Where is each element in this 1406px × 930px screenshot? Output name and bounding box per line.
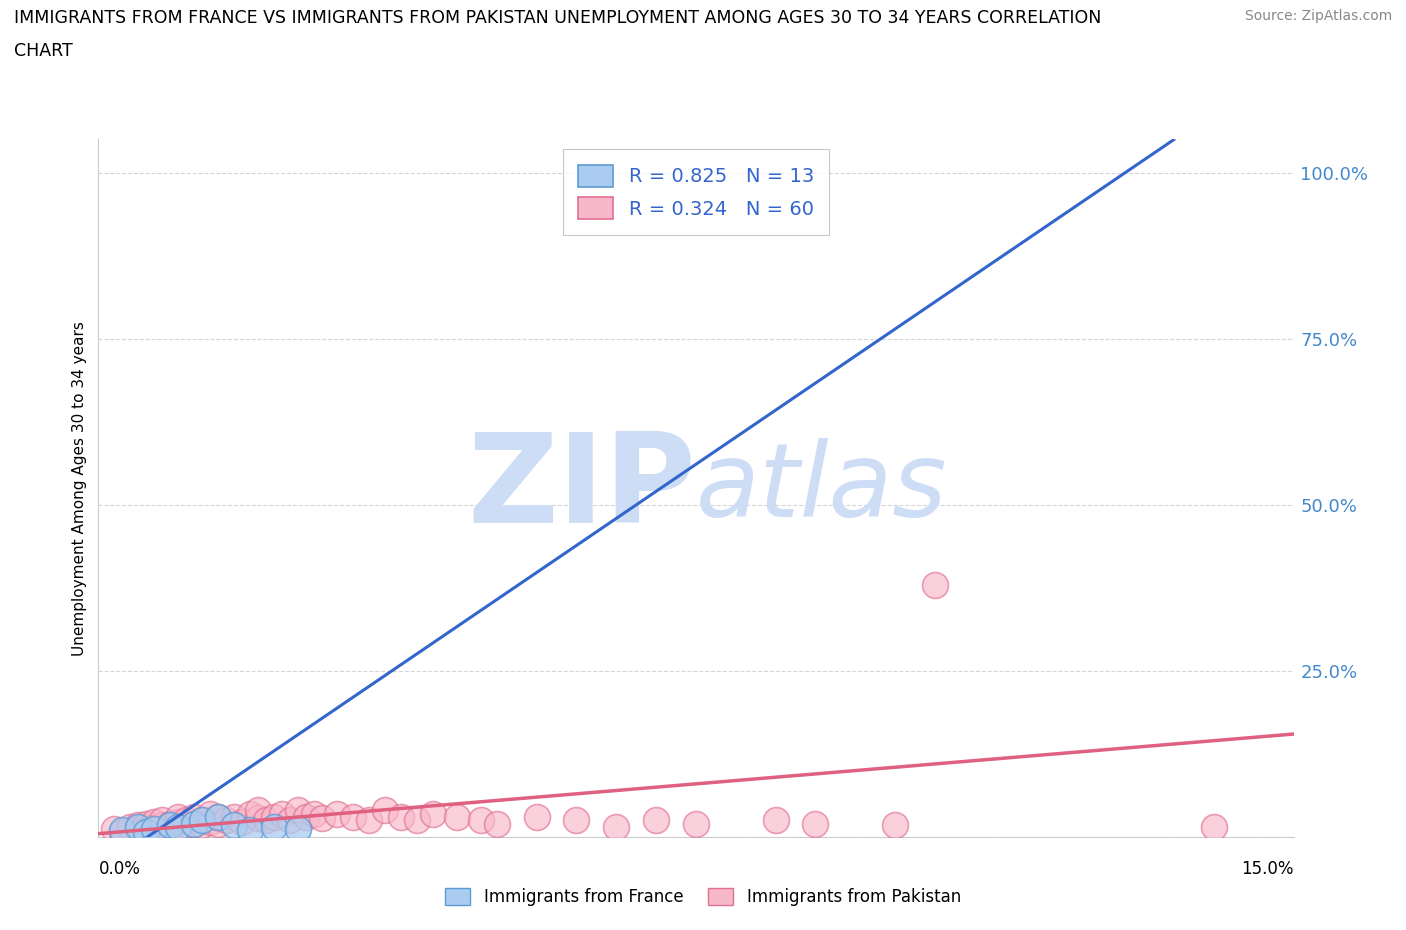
- Point: [359, 813, 381, 828]
- Point: [765, 813, 787, 828]
- Point: [1202, 819, 1225, 834]
- Text: 0.0%: 0.0%: [98, 860, 141, 878]
- Point: [239, 823, 262, 838]
- Text: ZIP: ZIP: [467, 428, 696, 549]
- Point: [111, 824, 134, 839]
- Point: [263, 819, 285, 834]
- Point: [605, 819, 627, 834]
- Point: [191, 817, 214, 832]
- Point: [246, 803, 269, 817]
- Legend: R = 0.825   N = 13, R = 0.324   N = 60: R = 0.825 N = 13, R = 0.324 N = 60: [562, 149, 830, 235]
- Point: [143, 821, 166, 836]
- Point: [924, 578, 946, 592]
- Point: [270, 806, 292, 821]
- Point: [302, 806, 325, 821]
- Point: [222, 810, 245, 825]
- Point: [183, 817, 205, 831]
- Text: IMMIGRANTS FROM FRANCE VS IMMIGRANTS FROM PAKISTAN UNEMPLOYMENT AMONG AGES 30 TO: IMMIGRANTS FROM FRANCE VS IMMIGRANTS FRO…: [14, 9, 1101, 27]
- Point: [342, 810, 364, 825]
- Point: [239, 806, 262, 821]
- Point: [135, 817, 157, 831]
- Point: [150, 817, 173, 832]
- Point: [287, 821, 309, 836]
- Point: [127, 817, 149, 832]
- Point: [470, 813, 492, 828]
- Point: [174, 817, 197, 832]
- Text: 15.0%: 15.0%: [1241, 860, 1294, 878]
- Point: [167, 819, 190, 834]
- Y-axis label: Unemployment Among Ages 30 to 34 years: Unemployment Among Ages 30 to 34 years: [72, 321, 87, 656]
- Point: [207, 817, 229, 831]
- Text: atlas: atlas: [696, 438, 948, 538]
- Point: [111, 823, 134, 838]
- Point: [167, 815, 190, 830]
- Point: [183, 817, 205, 831]
- Point: [326, 806, 349, 821]
- Text: CHART: CHART: [14, 42, 73, 60]
- Point: [127, 819, 149, 834]
- Point: [135, 824, 157, 839]
- Point: [294, 810, 316, 825]
- Point: [191, 813, 214, 828]
- Point: [565, 813, 588, 828]
- Point: [174, 813, 197, 828]
- Point: [804, 817, 827, 831]
- Point: [103, 821, 125, 836]
- Point: [215, 813, 238, 828]
- Point: [263, 810, 285, 825]
- Point: [198, 815, 221, 830]
- Point: [231, 815, 253, 830]
- Point: [120, 819, 142, 834]
- Point: [254, 813, 277, 828]
- Point: [685, 817, 707, 831]
- Point: [135, 821, 157, 836]
- Point: [278, 813, 301, 828]
- Point: [143, 815, 166, 830]
- Point: [222, 817, 245, 832]
- Point: [127, 823, 149, 838]
- Point: [207, 810, 229, 825]
- Point: [167, 810, 190, 825]
- Point: [207, 810, 229, 825]
- Text: Source: ZipAtlas.com: Source: ZipAtlas.com: [1244, 9, 1392, 23]
- Point: [287, 803, 309, 817]
- Point: [183, 810, 205, 825]
- Point: [191, 813, 214, 828]
- Point: [159, 821, 181, 836]
- Point: [311, 811, 333, 826]
- Point: [884, 817, 907, 832]
- Legend: Immigrants from France, Immigrants from Pakistan: Immigrants from France, Immigrants from …: [439, 881, 967, 912]
- Point: [143, 819, 166, 834]
- Point: [406, 813, 429, 828]
- Point: [159, 817, 181, 832]
- Point: [446, 810, 468, 825]
- Point: [526, 810, 548, 825]
- Point: [159, 817, 181, 831]
- Point: [389, 810, 412, 825]
- Point: [150, 813, 173, 828]
- Point: [167, 819, 190, 834]
- Point: [422, 806, 444, 821]
- Point: [198, 806, 221, 821]
- Point: [645, 813, 668, 828]
- Point: [374, 803, 396, 817]
- Point: [246, 811, 269, 826]
- Point: [485, 817, 508, 831]
